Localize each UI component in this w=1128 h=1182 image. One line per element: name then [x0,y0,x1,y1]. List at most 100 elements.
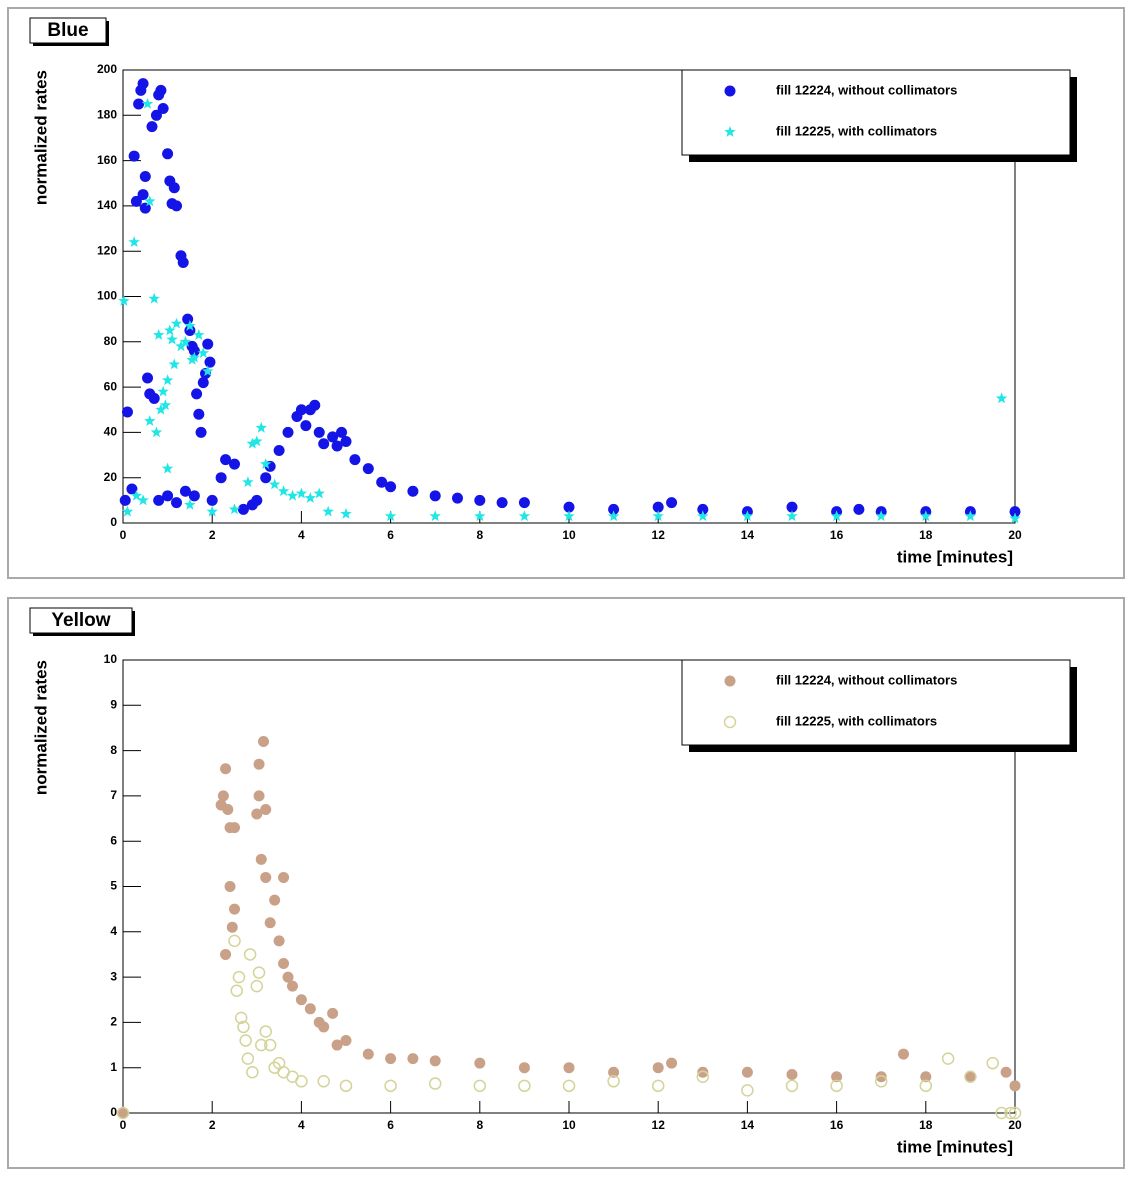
series [116,934,1022,1120]
star-marker [197,347,209,358]
dot-marker [697,1066,709,1078]
dot-marker [150,109,162,121]
dot-marker [191,388,203,400]
dot-marker [327,431,339,443]
star-marker [724,126,736,137]
dot-marker [179,485,191,497]
open-marker [696,1070,710,1084]
x-tick-label: 14 [741,528,755,542]
dot-marker [474,1057,486,1069]
dot-marker [229,903,240,915]
star-marker [741,510,754,522]
y-tick-label: 1 [110,1060,117,1074]
star-marker [128,236,140,247]
y-axis-label: normalized rates [31,70,50,205]
dot-marker [215,472,227,484]
dot-marker [407,1053,419,1065]
open-marker [941,1052,955,1065]
open-marker [995,1106,1008,1120]
open-marker [241,1052,255,1065]
legend-label: fill 12224, without collimators [776,82,957,97]
open-marker [230,984,243,997]
dot-marker [255,853,267,865]
legend-box [681,659,1071,746]
dot-marker [195,426,207,438]
star-marker [563,510,575,522]
dot-marker [278,958,290,970]
open-marker [651,1079,665,1093]
dot-marker [128,150,140,162]
star-marker [164,324,176,336]
star-marker [304,492,316,503]
open-marker [428,1077,442,1090]
star-marker [474,510,486,522]
star-marker [144,195,156,207]
star-marker [175,340,187,352]
y-tick-label: 140 [97,198,117,212]
dot-marker [340,435,352,447]
dot-marker [171,497,183,509]
dot-marker [217,790,229,802]
open-marker [263,1038,277,1052]
dot-marker [133,98,145,110]
star-marker [518,510,531,522]
dot-marker [608,1066,620,1078]
y-tick-label: 2 [110,1015,117,1029]
dot-marker [741,1066,753,1078]
star-marker [340,507,352,519]
dot-marker [282,426,294,438]
star-marker [206,505,218,517]
dot-marker [146,121,158,133]
star-marker [277,485,290,497]
open-marker [1008,1106,1022,1120]
open-marker [741,1084,754,1097]
dot-marker [206,494,218,506]
star-marker [121,505,134,517]
dot-marker [237,503,249,515]
dot-marker [318,438,330,450]
dot-marker [171,200,183,212]
dot-marker [724,85,736,97]
dot-marker [260,472,272,484]
dot-marker [117,1107,129,1119]
dot-marker [162,490,174,502]
dot-marker [222,803,234,815]
title-box [29,607,133,634]
dot-marker [184,324,196,336]
dot-marker [295,994,307,1006]
dot-marker [340,1035,352,1047]
dot-marker [563,501,575,513]
star-marker [786,510,798,522]
dot-marker [139,170,151,182]
star-marker [228,503,241,515]
legend-box [681,69,1071,156]
star-marker [251,435,263,447]
open-marker [518,1079,531,1093]
dot-marker [920,1071,932,1083]
open-marker [1004,1106,1017,1120]
dot-marker [518,497,530,509]
x-tick-label: 16 [830,1118,844,1132]
star-marker [246,437,258,449]
dot-marker [148,392,160,404]
dot-marker [1009,1080,1021,1092]
dot-marker [188,345,200,357]
dot-marker [309,399,321,411]
star-marker [255,421,267,433]
open-marker [237,1020,250,1034]
y-tick-label: 100 [97,289,117,303]
star-marker [159,399,172,411]
open-marker [116,1106,130,1120]
x-tick-label: 20 [1008,1118,1022,1132]
y-tick-label: 120 [97,243,117,257]
dot-marker [253,790,265,802]
x-tick-label: 2 [209,1118,216,1132]
dot-marker [220,948,232,960]
dot-marker [282,971,294,983]
x-tick-label: 12 [652,1118,666,1132]
open-marker [239,1034,252,1047]
dot-marker [331,440,343,452]
open-marker [243,948,257,961]
y-tick-label: 4 [110,924,117,938]
dot-marker [318,1021,330,1033]
